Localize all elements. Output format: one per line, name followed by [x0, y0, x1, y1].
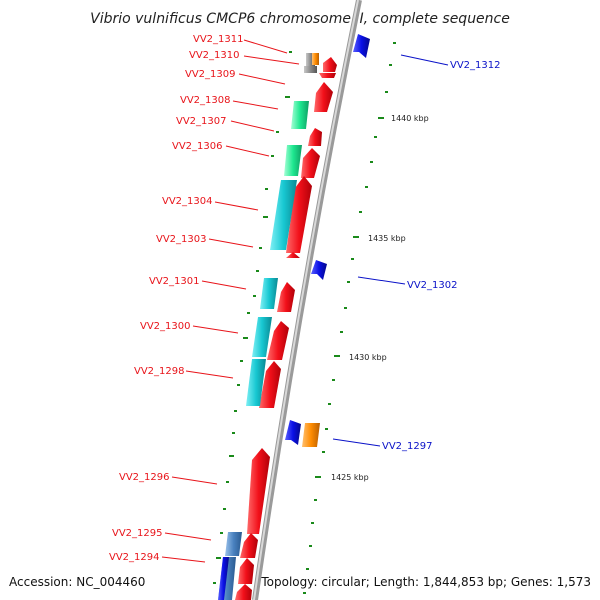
gene-label-vv2-1310[interactable]: VV2_1310: [189, 50, 240, 61]
inner-genes: [218, 53, 319, 600]
gene-label-vv2-1302[interactable]: VV2_1302: [407, 280, 458, 291]
gene-label-vv2-1294[interactable]: VV2_1294: [109, 552, 160, 563]
gene-vv2-1303-small[interactable]: [286, 252, 300, 258]
gene-vv2-1308-block[interactable]: [291, 101, 309, 129]
gene-vv2-1302-arrow[interactable]: [311, 260, 327, 280]
gene-label-vv2-1308[interactable]: VV2_1308: [180, 95, 231, 106]
accession-text: Accession: NC_004460: [9, 575, 145, 589]
gene-label-vv2-1298[interactable]: VV2_1298: [134, 366, 185, 377]
gene-label-vv2-1304[interactable]: VV2_1304: [162, 196, 213, 207]
gene-vv2-1304-block[interactable]: [270, 180, 297, 250]
right-leader-lines: [332, 54, 449, 447]
gene-vv2-1295-block[interactable]: [225, 532, 242, 556]
left-leader-lines: [161, 39, 300, 563]
gene-vv2-1294-arrow[interactable]: [238, 558, 254, 584]
gene-vv2-1311-orange[interactable]: [312, 53, 319, 65]
gene-vv2-1298-arrow[interactable]: [259, 361, 281, 408]
gene-label-vv2-1307[interactable]: VV2_1307: [176, 116, 227, 127]
gene-vv2-1298-block[interactable]: [246, 359, 266, 406]
gene-label-vv2-1303[interactable]: VV2_1303: [156, 234, 207, 245]
gene-vv2-1309-arrow[interactable]: [319, 73, 336, 78]
forward-genes: [235, 57, 337, 600]
gene-vv2-1306-arrow[interactable]: [301, 148, 320, 178]
gene-vv2-1301-block[interactable]: [260, 278, 278, 309]
gene-vv2-1294-dark[interactable]: [218, 557, 229, 600]
inner-tick-track: [213, 51, 292, 584]
gene-vv2-1297-orange[interactable]: [302, 423, 320, 447]
reverse-genes: [285, 34, 370, 447]
gene-vv2-1301-arrow[interactable]: [277, 282, 295, 312]
gene-vv2-1300-block[interactable]: [252, 317, 272, 357]
gene-label-vv2-1312[interactable]: VV2_1312: [450, 60, 501, 71]
left-gene-labels: VV2_1311 VV2_1310 VV2_1309 VV2_1308 VV2_…: [109, 34, 244, 563]
gene-label-vv2-1296[interactable]: VV2_1296: [119, 472, 170, 483]
tick-label-1430: 1430 kbp: [349, 353, 387, 362]
gene-vv2-1312-arrow[interactable]: [353, 34, 370, 58]
gene-label-vv2-1297[interactable]: VV2_1297: [382, 441, 433, 452]
right-gene-labels: VV2_1312 VV2_1302 VV2_1297: [382, 60, 501, 452]
tick-label-1435: 1435 kbp: [368, 234, 406, 243]
gene-vv2-1310-arrow[interactable]: [323, 57, 337, 72]
topology-text: Topology: circular; Length: 1,844,853 bp…: [260, 575, 591, 589]
gene-label-vv2-1295[interactable]: VV2_1295: [112, 528, 163, 539]
gene-label-vv2-1309[interactable]: VV2_1309: [185, 69, 236, 80]
gene-vv2-1295-arrow[interactable]: [240, 533, 258, 558]
gene-vv2-1306-block[interactable]: [284, 145, 302, 176]
gene-vv2-1303-arrow[interactable]: [286, 176, 312, 253]
gene-vv2-1293-arrow[interactable]: [235, 584, 252, 600]
chromosome-backbone-highlight: [253, 0, 359, 600]
gene-label-vv2-1301[interactable]: VV2_1301: [149, 276, 200, 287]
tick-label-1440: 1440 kbp: [391, 114, 429, 123]
tick-label-1425: 1425 kbp: [331, 473, 369, 482]
gene-vv2-1300-arrow[interactable]: [267, 321, 289, 360]
gene-vv2-1308-arrow[interactable]: [314, 82, 333, 112]
tick-track: [303, 42, 396, 594]
gene-label-vv2-1300[interactable]: VV2_1300: [140, 321, 191, 332]
gene-vv2-1310-block[interactable]: [304, 66, 317, 73]
gene-label-vv2-1306[interactable]: VV2_1306: [172, 141, 223, 152]
gene-vv2-1296-arrow[interactable]: [247, 448, 270, 534]
gene-vv2-1307-arrow[interactable]: [308, 128, 322, 146]
gene-label-vv2-1311[interactable]: VV2_1311: [193, 34, 244, 45]
gene-vv2-1311-block[interactable]: [306, 53, 315, 67]
map-title: Vibrio vulnificus CMCP6 chromosome II, c…: [90, 11, 510, 27]
gene-vv2-1297-arrow[interactable]: [285, 420, 301, 445]
